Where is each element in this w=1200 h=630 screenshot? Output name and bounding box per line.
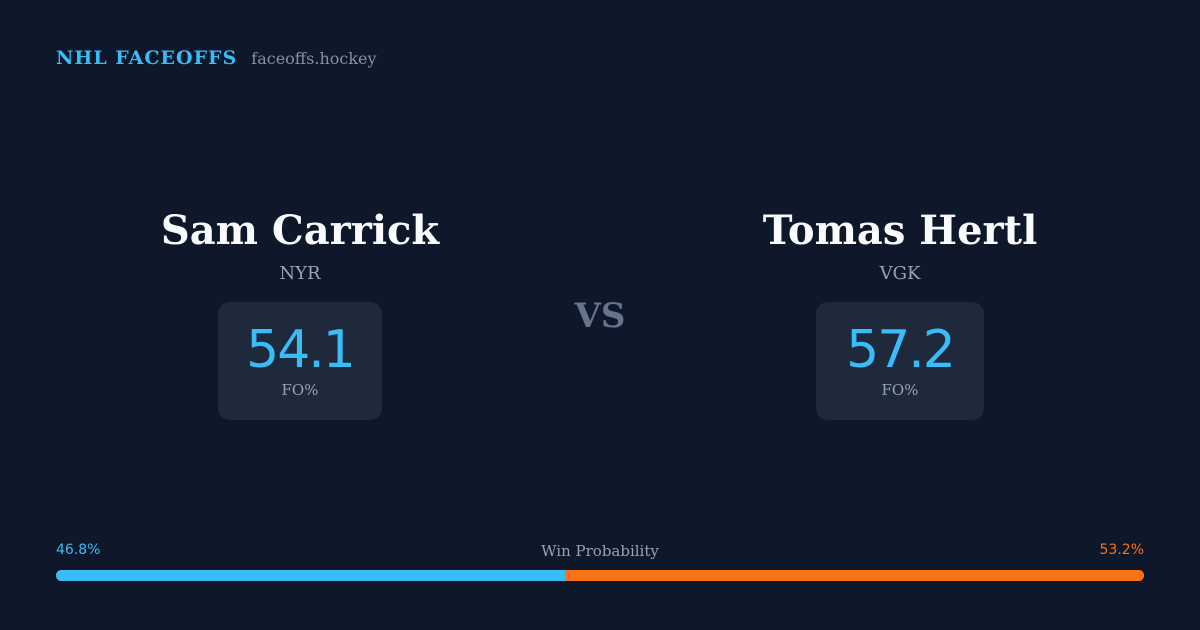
player-team: VGK [879,263,921,284]
faceoff-stat-box: 54.1 FO% [218,302,382,420]
player-team: NYR [279,263,321,284]
player-name: Tomas Hertl [762,207,1038,254]
faceoff-percentage-value: 54.1 [246,320,356,380]
player-name: Sam Carrick [160,207,440,254]
faceoff-percentage-label: FO% [881,381,919,399]
player-card-right: Tomas Hertl VGK 57.2 FO% [720,206,1080,420]
win-probability-bar [56,570,1144,581]
faceoff-percentage-label: FO% [281,381,319,399]
header: NHL FACEOFFS faceoffs.hockey [56,47,377,69]
win-probability-right-value: 53.2% [1099,542,1144,558]
versus-label: VS [574,296,626,336]
player-card-left: Sam Carrick NYR 54.1 FO% [120,206,480,420]
faceoff-percentage-value: 57.2 [846,320,956,380]
faceoff-stat-box: 57.2 FO% [816,302,984,420]
win-probability-left-value: 46.8% [56,542,101,558]
brand-title[interactable]: NHL FACEOFFS [56,47,238,69]
win-probability-labels: 46.8% Win Probability 53.2% [56,542,1144,564]
win-probability-bar-right [565,570,1144,581]
win-probability-title: Win Probability [541,542,659,560]
site-domain[interactable]: faceoffs.hockey [251,49,377,68]
win-probability-bar-left [56,570,566,581]
